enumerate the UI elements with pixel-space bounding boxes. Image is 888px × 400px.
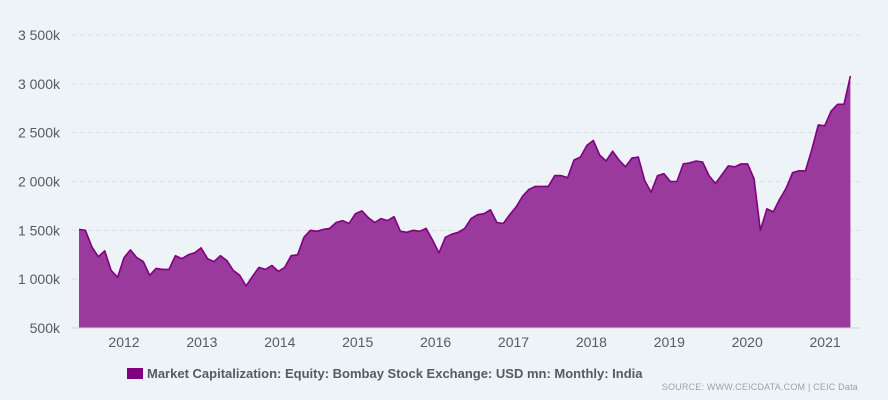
source-credit: SOURCE: WWW.CEICDATA.COM | CEIC Data: [661, 382, 858, 392]
legend-label: Market Capitalization: Equity: Bombay St…: [147, 366, 643, 381]
x-tick-label: 2015: [342, 334, 373, 350]
y-tick-label: 1 500k: [18, 222, 61, 238]
x-tick-label: 2019: [654, 334, 685, 350]
legend[interactable]: Market Capitalization: Equity: Bombay St…: [127, 366, 643, 381]
legend-swatch: [127, 368, 143, 379]
y-tick-label: 2 500k: [18, 125, 61, 141]
x-tick-label: 2020: [732, 334, 763, 350]
series-area: [79, 76, 851, 328]
y-axis: 500k 1 000k 1 500k 2 000k 2 500k 3 000k 3 500k: [18, 27, 61, 336]
x-tick-label: 2018: [576, 334, 607, 350]
x-axis: 2012 2013 2014 2015 2016 2017 2018 2019 2020 2021: [72, 327, 860, 350]
x-tick-label: 2017: [498, 334, 529, 350]
x-tick-label: 2013: [186, 334, 217, 350]
series-line: [78, 75, 852, 287]
y-tick-label: 3 500k: [18, 27, 61, 43]
plot-area: [78, 75, 852, 328]
y-tick-label: 500k: [30, 320, 61, 336]
x-tick-label: 2016: [420, 334, 451, 350]
x-tick-label: 2021: [810, 334, 841, 350]
y-tick-label: 1 000k: [18, 271, 61, 287]
x-tick-label: 2014: [264, 334, 295, 350]
x-tick-label: 2012: [108, 334, 139, 350]
y-tick-label: 3 000k: [18, 76, 61, 92]
y-tick-label: 2 000k: [18, 174, 61, 190]
